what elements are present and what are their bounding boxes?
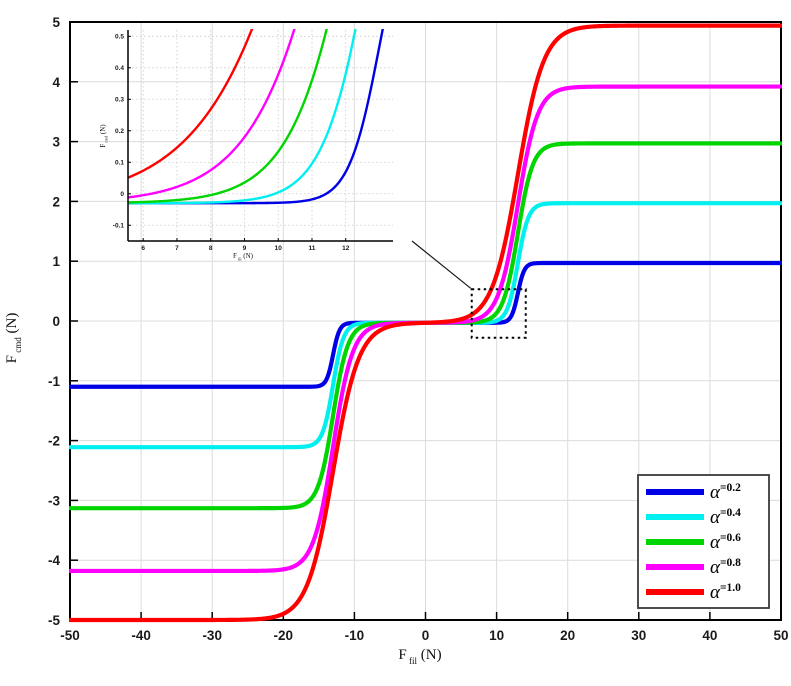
legend-entry-alpha-1: α=1.0 bbox=[646, 582, 741, 603]
main-axes: -50 -40 -30 -20 -10 0 10 20 30 40 50-5-4-3-2-10123… bbox=[4, 15, 789, 666]
y-axis-label: F cmd (N) bbox=[4, 313, 23, 364]
inset-curve-alpha-0.8 bbox=[128, 29, 296, 199]
x-tick-label: -10 bbox=[345, 628, 365, 643]
curve-alpha-1 bbox=[69, 23, 782, 623]
y-tick-label: 2 bbox=[52, 194, 60, 209]
inset-axes: 6 7 8 9 10 11 12 -0.1 0 0.1 0.2 0.3 0.4 0.5 F fil (N) F… bbox=[99, 30, 393, 262]
legend-entry-alpha-0.8: α=0.8 bbox=[646, 557, 741, 578]
y-tick-label: -2 bbox=[48, 434, 60, 449]
x-axis-label: F fil (N) bbox=[398, 647, 441, 666]
inset-plot: 6 7 8 9 10 11 12 -0.1 0 0.1 0.2 0.3 0.4 0.5 F fil (N) F… bbox=[99, 29, 393, 262]
inset-grid bbox=[128, 30, 393, 241]
x-tick-label: 10 bbox=[489, 628, 504, 643]
inset-curve-alpha-1 bbox=[128, 29, 254, 179]
legend-entry-alpha-0.2: α=0.2 bbox=[646, 482, 741, 503]
x-tick-label: -20 bbox=[274, 628, 294, 643]
legend-label-alpha-1: α=1.0 bbox=[710, 582, 741, 603]
legend-label-alpha-0.8: α=0.8 bbox=[710, 557, 741, 578]
inset-x-tick-label: 7 bbox=[175, 245, 179, 252]
inset-y-tick-label: 0 bbox=[120, 191, 124, 198]
inset-x-tick-label: 11 bbox=[309, 245, 316, 252]
legend-entry-alpha-0.4: α=0.4 bbox=[646, 507, 741, 528]
legend-entry-alpha-0.6: α=0.6 bbox=[646, 532, 741, 553]
inset-x-tick-label: 10 bbox=[275, 245, 283, 252]
inset-y-tick-label: 0.5 bbox=[115, 34, 124, 41]
y-tick-label: 3 bbox=[52, 135, 60, 150]
inset-curve-alpha-0.6 bbox=[128, 29, 328, 204]
x-tick-label: -30 bbox=[202, 628, 222, 643]
inset-connector-line bbox=[411, 240, 472, 289]
x-tick-label: 20 bbox=[560, 628, 575, 643]
inset-x-tick-label: 6 bbox=[141, 245, 145, 252]
inset-x-tick-label: 9 bbox=[243, 245, 247, 252]
x-tick-label: 0 bbox=[422, 628, 430, 643]
y-tick-label: -3 bbox=[48, 493, 60, 508]
inset-x-tick-label: 8 bbox=[209, 245, 213, 252]
legend-label-alpha-0.2: α=0.2 bbox=[710, 482, 741, 503]
y-tick-label: -4 bbox=[48, 553, 60, 568]
inset-y-tick-label: -0.1 bbox=[113, 223, 125, 230]
legend: α=0.2 α=0.4 α=0.6 α=0.8 α=1.0 bbox=[637, 474, 770, 609]
inset-y-axis-label: F cmd (N) bbox=[99, 124, 109, 148]
y-tick-label: -5 bbox=[48, 613, 60, 628]
inset-curve-alpha-0.4 bbox=[128, 29, 357, 205]
zoom-region-rect bbox=[470, 288, 527, 339]
y-tick-label: 5 bbox=[52, 15, 60, 30]
y-tick-label: 1 bbox=[52, 254, 60, 269]
inset-y-tick-label: 0.3 bbox=[115, 97, 124, 104]
x-tick-label: 30 bbox=[631, 628, 646, 643]
inset-x-tick-label: 12 bbox=[342, 245, 350, 252]
inset-x-axis-label: F fil (N) bbox=[233, 252, 254, 262]
x-tick-label: -50 bbox=[60, 628, 80, 643]
x-tick-label: 40 bbox=[702, 628, 717, 643]
x-tick-label: 50 bbox=[773, 628, 788, 643]
legend-label-alpha-0.4: α=0.4 bbox=[710, 507, 741, 528]
inset-y-tick-label: 0.2 bbox=[115, 128, 124, 135]
main-curves bbox=[69, 23, 782, 623]
y-tick-label: 0 bbox=[52, 314, 60, 329]
y-tick-label: -1 bbox=[48, 374, 60, 389]
inset-y-tick-label: 0.1 bbox=[115, 160, 124, 167]
inset-y-tick-label: 0.4 bbox=[115, 65, 124, 72]
x-tick-label: -40 bbox=[131, 628, 151, 643]
legend-label-alpha-0.6: α=0.6 bbox=[710, 532, 741, 553]
inset-curves bbox=[128, 29, 384, 205]
y-tick-label: 4 bbox=[52, 75, 60, 90]
